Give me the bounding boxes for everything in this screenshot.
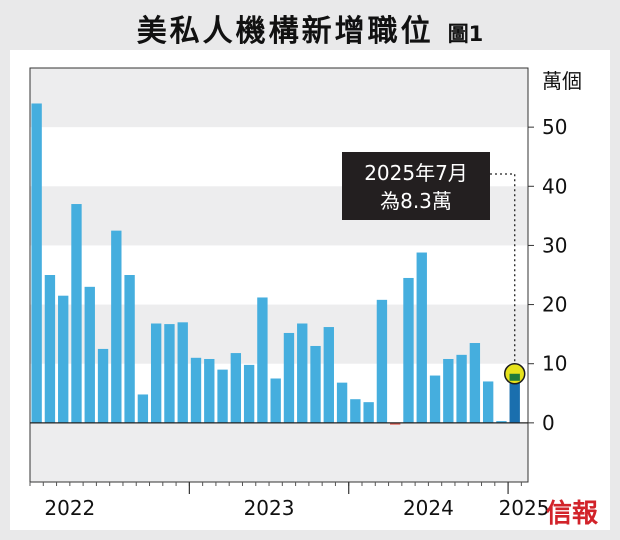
bar-3 [71,204,82,423]
plot-frame [29,67,529,483]
bar-12 [190,357,202,423]
bar-10 [164,324,175,423]
bar-chart: 0 10 20 30 40 50 2022 2023 2024 2025 萬個 2025年7月 … [29,67,599,529]
bar-29 [416,252,427,423]
annotation-box [342,152,490,220]
bar-5 [97,348,109,423]
x-axis-ticks: 2022 2023 2024 2025 [29,482,550,520]
annotation: 2025年7月 為8.3萬 [342,152,526,385]
bar-35 [496,421,507,423]
bar-18 [270,378,281,423]
bar-9 [150,323,162,423]
figure-label: 圖1 [447,22,484,46]
year-label-2023: 2023 [244,496,295,520]
bar-30 [429,375,441,423]
bar-2 [58,295,69,423]
chart-title: 美私人機構新增職位 [136,14,434,49]
bar-17 [257,297,268,423]
bar-series [31,103,520,425]
bar-33 [469,343,481,423]
highlight-bar-segment [509,373,520,381]
bar-24 [350,399,361,423]
bar-36 [509,373,520,423]
bar-23 [336,382,348,423]
year-label-2024: 2024 [403,496,454,520]
y-tick-label: 40 [542,174,567,198]
bar-20 [297,323,308,423]
bar-21 [310,345,321,423]
y-axis-unit-label: 萬個 [542,69,582,93]
annotation-line-2: 為8.3萬 [380,189,452,213]
bar-0 [31,103,42,423]
y-tick-label: 0 [542,411,555,435]
annotation-leader-line [490,173,516,364]
y-tick-label: 10 [542,352,567,376]
bar-11 [177,322,188,423]
bar-28 [403,277,414,423]
y-tick-label: 50 [542,115,567,139]
bar-25 [363,402,374,423]
year-label-2022: 2022 [44,496,95,520]
y-tick-label: 30 [542,233,567,257]
bar-8 [137,394,149,423]
bar-34 [482,381,494,423]
axes [29,67,529,483]
grid-band [30,68,528,128]
bar-27 [390,422,401,425]
bar-6 [111,230,122,423]
brand-logo-text: 信報 [546,499,599,529]
year-label-2025: 2025 [499,496,550,520]
bar-32 [456,354,467,423]
bar-31 [443,358,454,423]
bar-26 [376,299,388,423]
bar-13 [204,358,215,423]
annotation-line-1: 2025年7月 [364,161,468,185]
bar-1 [44,275,56,423]
y-axis-ticks: 0 10 20 30 40 50 [528,115,567,435]
bar-14 [217,369,228,423]
chart-panel: 0 10 20 30 40 50 2022 2023 2024 2025 萬個 2025年7月 … [10,50,610,530]
bar-15 [230,353,242,423]
y-tick-label: 20 [542,293,567,317]
grid-band [30,422,528,482]
chart-title-block: 美私人機構新增職位 圖1 [0,6,620,50]
bar-7 [124,275,135,423]
bar-22 [323,327,334,423]
bar-19 [283,332,295,423]
bar-16 [243,364,255,423]
bar-4 [84,286,95,423]
